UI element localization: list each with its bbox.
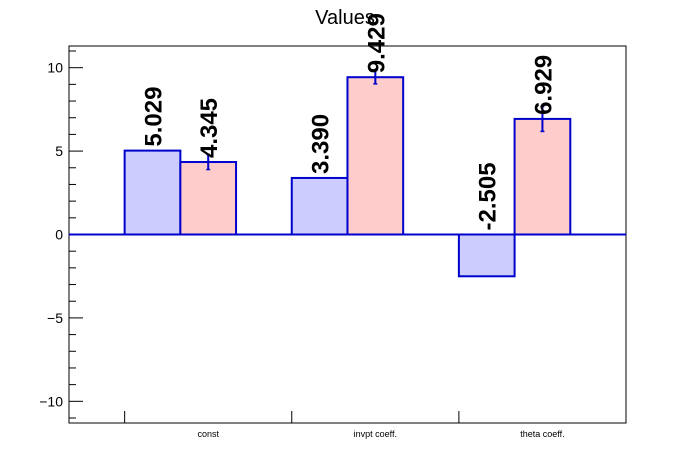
bar-value-label: 6.929 [530,55,557,115]
bar-value-label: 9.429 [363,13,390,73]
y-tick-label: −5 [47,310,63,326]
x-category-label: invpt coeff. [354,429,397,439]
bar-value-label: 3.390 [308,114,335,174]
y-axis: −10 −5 0 5 10 [39,50,83,419]
y-tick-label: 10 [47,60,63,76]
bar-labels: 5.029 4.345 3.390 9.429 -2.505 6.929 [141,13,558,230]
x-category-label: const [197,429,219,439]
x-axis: const invpt coeff. theta coeff. [124,411,627,439]
bars [123,69,572,278]
bar [346,76,405,236]
bar [457,233,516,278]
bar [123,149,182,236]
bar [179,161,238,236]
y-tick-label: 0 [55,227,63,243]
y-tick-label: −10 [39,393,63,409]
bar-value-label: 5.029 [141,87,168,147]
bar-value-label: 4.345 [196,98,223,158]
chart-title: Values [315,7,375,29]
x-category-label: theta coeff. [520,429,564,439]
bar [290,176,349,236]
bar [513,117,572,236]
y-tick-label: 5 [55,143,63,159]
bar-value-label: -2.505 [475,162,502,230]
